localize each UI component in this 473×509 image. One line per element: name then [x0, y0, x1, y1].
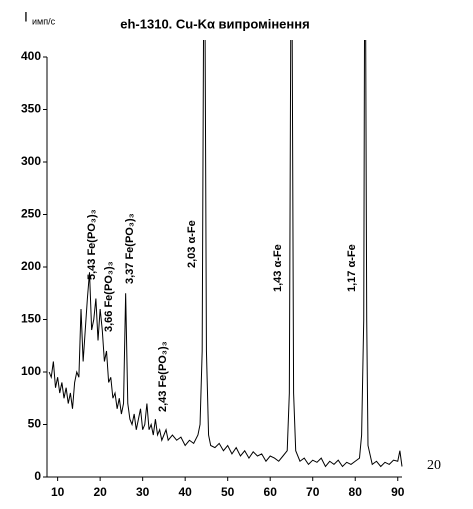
peak-annotation: 3,37 Fe(PO₃)₃	[124, 213, 136, 284]
peak-annotation: 1,17 α-Fe	[346, 244, 358, 292]
x-tick-label: 80	[349, 485, 363, 499]
x-tick-label: 30	[136, 485, 150, 499]
data-line	[48, 40, 403, 468]
x-tick-label: 40	[178, 485, 192, 499]
y-tick-label: 200	[21, 259, 41, 273]
y-tick-label: 350	[21, 102, 41, 116]
chart-title: eh-1310. Cu-Kα випромінення	[120, 16, 309, 31]
peak-annotation: 2,03 α-Fe	[186, 220, 198, 268]
y-tick-label: 300	[21, 154, 41, 168]
x-tick-label: 90	[391, 485, 405, 499]
y-tick-label: 250	[21, 207, 41, 221]
x-tick-label: 70	[306, 485, 320, 499]
y-tick-label: 50	[28, 417, 42, 431]
x-tick-label: 60	[264, 485, 278, 499]
y-tick-label: 400	[21, 49, 41, 63]
peak-annotation: 5,43 Fe(PO₃)₃	[86, 209, 98, 280]
peak-annotation: 3,66 Fe(PO₃)₃	[103, 261, 115, 332]
y-tick-label: 100	[21, 364, 41, 378]
peak-annotation: 1,43 α-Fe	[272, 244, 284, 292]
x-tick-label: 50	[221, 485, 235, 499]
y-axis-unit: имп/с	[32, 16, 56, 26]
peak-annotation: 2,43 Fe(PO₃)₃	[157, 341, 169, 412]
y-axis-symbol: I	[24, 9, 28, 25]
x-tick-label: 20	[93, 485, 107, 499]
side-note: 20	[427, 458, 441, 473]
x-tick-label: 10	[51, 485, 65, 499]
y-tick-label: 0	[34, 469, 41, 483]
y-tick-label: 150	[21, 312, 41, 326]
